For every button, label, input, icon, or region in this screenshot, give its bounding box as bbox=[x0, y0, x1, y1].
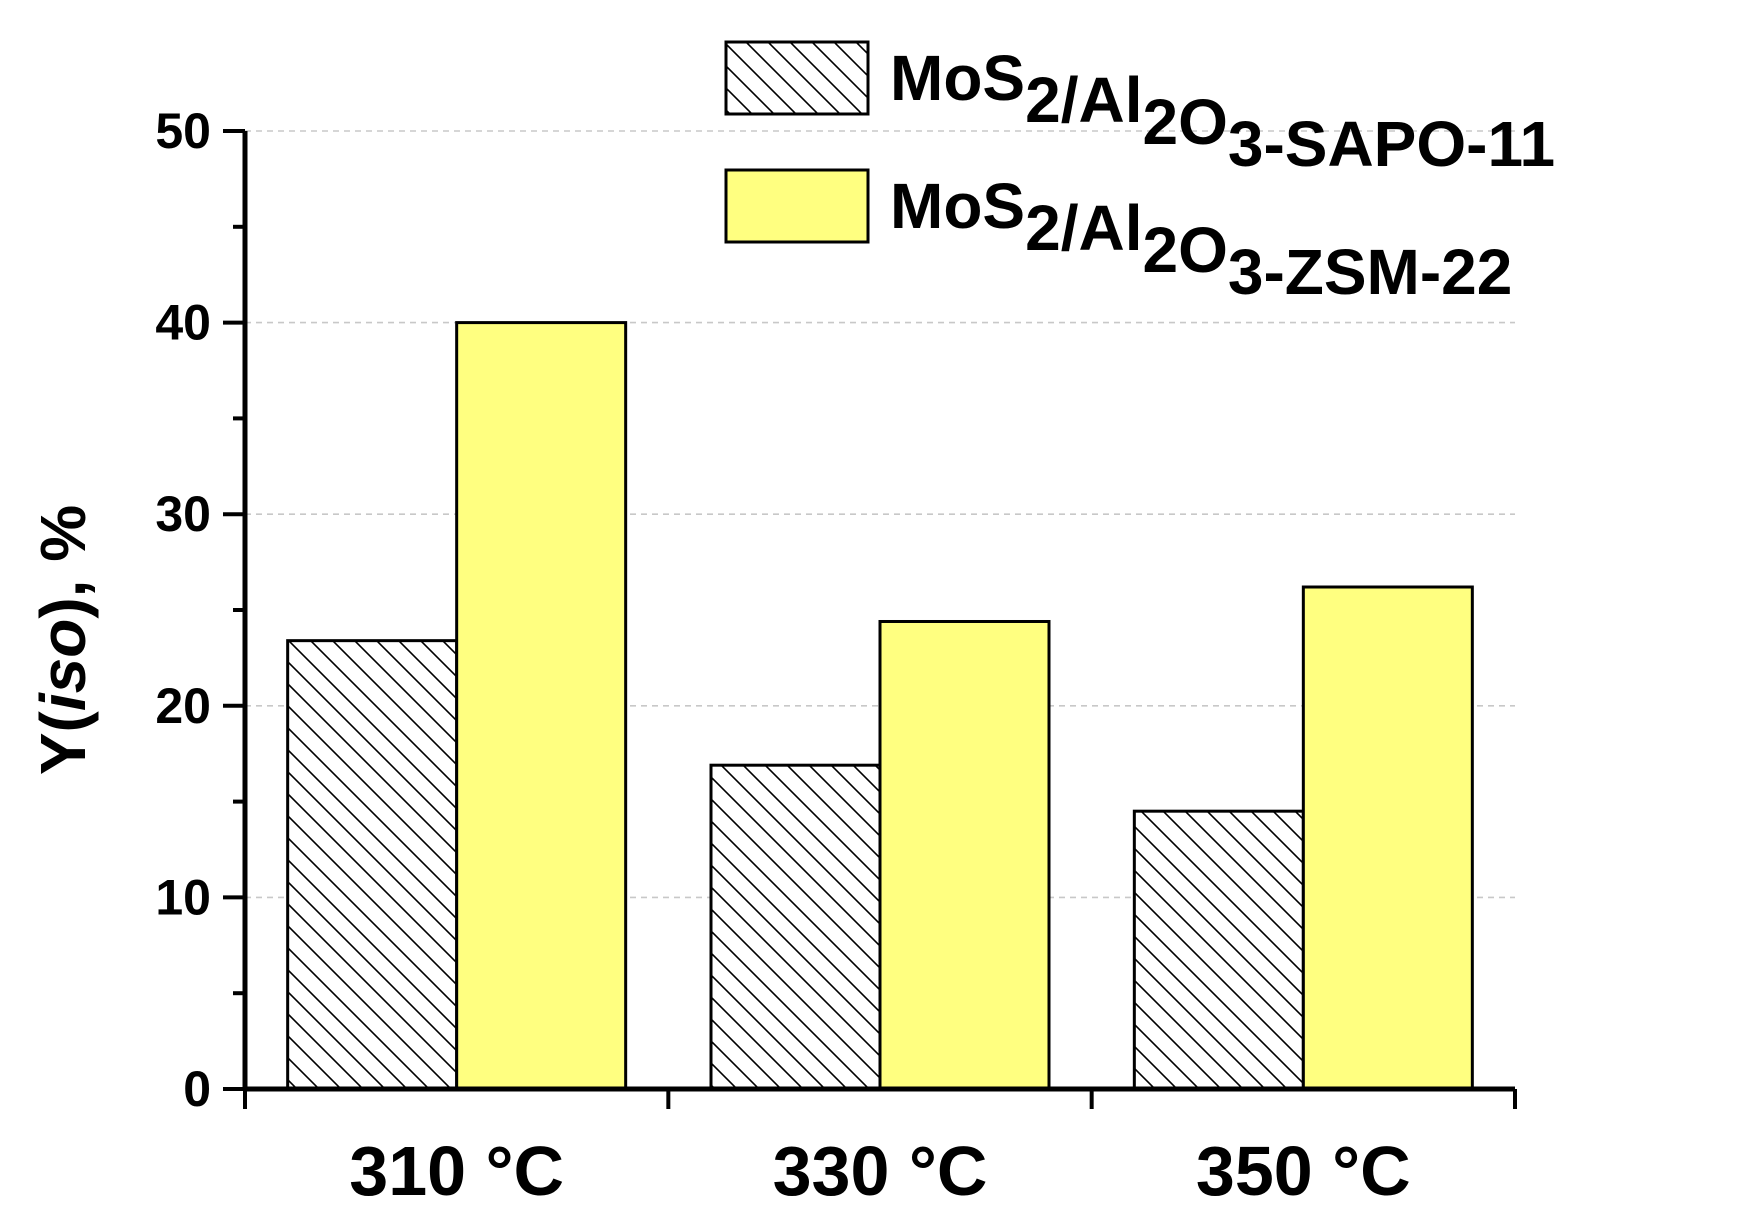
legend-subscript: 2 bbox=[1142, 214, 1178, 286]
y-axis-title-italic: iso bbox=[27, 619, 99, 711]
legend-subscript: 2 bbox=[1142, 86, 1178, 158]
tick-labels: 0 10 20 30 40 50 310 °C 330 °C 350 °C bbox=[155, 103, 1410, 1210]
legend-swatch-sapo11 bbox=[724, 40, 870, 116]
legend-text-part: O bbox=[1178, 214, 1228, 286]
legend-text-part: O bbox=[1178, 86, 1228, 158]
x-tick-label: 310 °C bbox=[349, 1132, 564, 1210]
y-axis-title-part: ), % bbox=[27, 505, 99, 619]
y-tick-label: 40 bbox=[155, 295, 211, 351]
legend-subscript: 3 bbox=[1228, 236, 1264, 308]
x-tick-label: 330 °C bbox=[773, 1132, 988, 1210]
bar-sapo11 bbox=[286, 639, 459, 1091]
legend-label-sapo11: MoS2/Al2O3-SAPO-11 bbox=[890, 42, 1555, 180]
legend-subscript: 2 bbox=[1025, 192, 1061, 264]
y-tick-label: 0 bbox=[183, 1061, 211, 1117]
y-axis-title: Y(iso), % bbox=[27, 505, 99, 775]
legend-swatch-zsm22 bbox=[724, 168, 870, 244]
legend-text-part: MoS bbox=[890, 42, 1025, 114]
y-tick-label: 20 bbox=[155, 678, 211, 734]
legend-text-part: -ZSM-22 bbox=[1263, 236, 1512, 308]
y-axis-title-group: Y(iso), % bbox=[27, 505, 99, 775]
x-tick-label: 350 °C bbox=[1196, 1132, 1411, 1210]
bar-zsm22 bbox=[455, 321, 628, 1091]
legend-text-part: -SAPO-11 bbox=[1263, 108, 1555, 180]
y-axis-title-part: Y( bbox=[27, 710, 99, 775]
bars bbox=[286, 321, 1474, 1091]
legend-label-zsm22: MoS2/Al2O3-ZSM-22 bbox=[890, 170, 1512, 308]
y-tick-label: 10 bbox=[155, 869, 211, 925]
legend-text-part: /Al bbox=[1061, 64, 1143, 136]
y-tick-label: 50 bbox=[155, 103, 211, 159]
bar-sapo11 bbox=[1132, 809, 1305, 1091]
axes bbox=[223, 129, 1517, 1109]
bar-zsm22 bbox=[1301, 585, 1474, 1091]
bar-zsm22 bbox=[878, 619, 1051, 1091]
legend-subscript: 2 bbox=[1025, 64, 1061, 136]
legend-subscript: 3 bbox=[1228, 108, 1264, 180]
legend-text-part: /Al bbox=[1061, 192, 1143, 264]
y-tick-label: 30 bbox=[155, 486, 211, 542]
legend-text-part: MoS bbox=[890, 170, 1025, 242]
bar-sapo11 bbox=[709, 763, 882, 1091]
